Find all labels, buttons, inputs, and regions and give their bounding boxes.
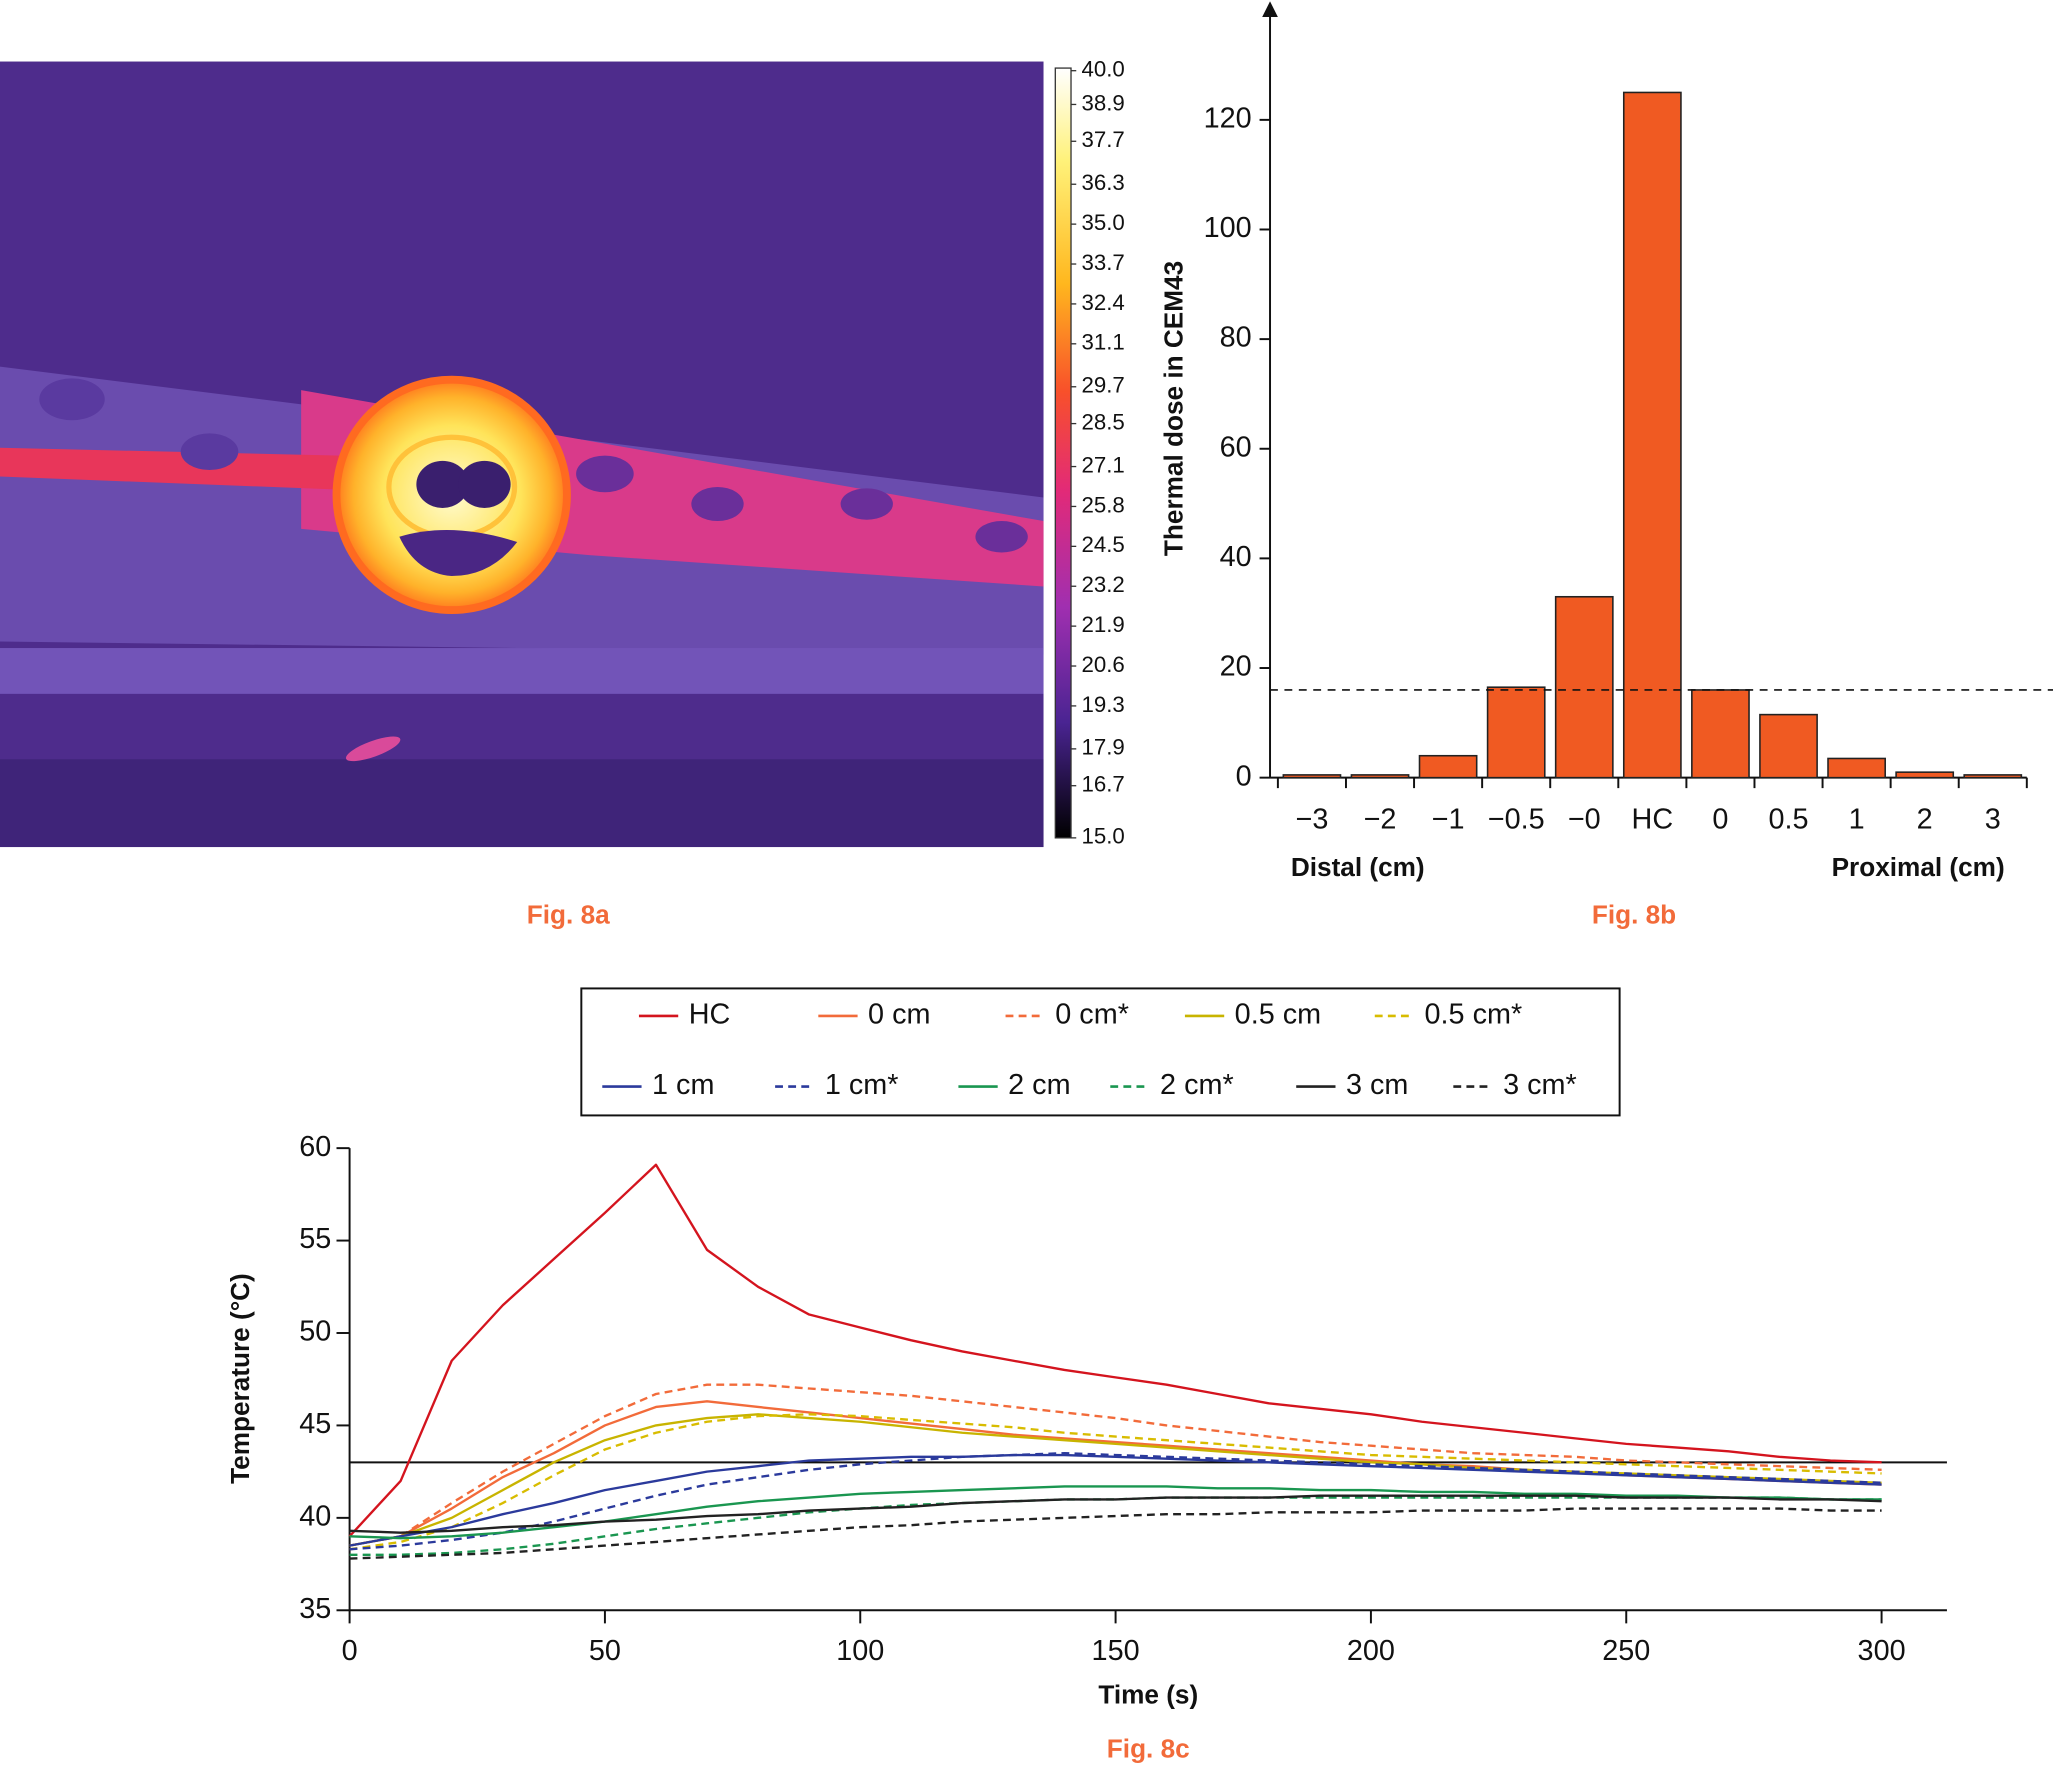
thermal-image [0, 61, 1044, 848]
y-tick-label: 50 [299, 1316, 331, 1348]
x-tick-label: 100 [836, 1635, 884, 1667]
colorbar-tick-label: 36.3 [1081, 170, 1124, 195]
legend-box [580, 987, 1621, 1117]
x-tick-label: −3 [1296, 803, 1329, 835]
x-tick-label: −0.5 [1488, 803, 1545, 835]
bar [1691, 689, 1750, 779]
colorbar-tick-label: 19.3 [1081, 692, 1124, 717]
bar [1350, 774, 1410, 779]
series-line [349, 1452, 1882, 1551]
x-tick-label: 300 [1858, 1635, 1906, 1667]
legend-label: 2 cm* [1160, 1069, 1234, 1101]
x-tick-label: 1 [1849, 803, 1865, 835]
legend-label: 1 cm [652, 1069, 714, 1101]
x-tick-label: 250 [1602, 1635, 1650, 1667]
x-tick-label: 50 [589, 1635, 621, 1667]
y-tick-label: 100 [1204, 212, 1252, 244]
bar [1895, 771, 1955, 779]
colorbar-tick-label: 25.8 [1081, 492, 1124, 517]
y-tick-label: 0 [1236, 760, 1252, 792]
x-tick-label: 3 [1985, 803, 2001, 835]
caption: Fig. 8b [1592, 899, 1676, 929]
y-tick-label: 40 [299, 1500, 331, 1532]
fig-8a: 40.0 38.9 37.7 36.3 35.0 33.7 32.4 31.1 29.7 28.5… [527, 57, 1125, 930]
bar [1486, 686, 1546, 779]
x-note-right: Proximal (cm) [1832, 852, 2005, 882]
caption: Fig. 8c [1107, 1733, 1190, 1763]
colorbar-tick-label: 27.1 [1081, 452, 1124, 477]
y-tick-label: 20 [1220, 651, 1252, 683]
x-tick-label: −0 [1568, 803, 1601, 835]
x-tick-label: 150 [1092, 1635, 1140, 1667]
legend-label: 1 cm* [825, 1069, 899, 1101]
series-line [349, 1496, 1882, 1556]
y-axis-title: Temperature (°C) [225, 1273, 255, 1484]
x-tick-label: 2 [1917, 803, 1933, 835]
y-tick-label: 80 [1220, 322, 1252, 354]
legend-label: 2 cm [1008, 1069, 1070, 1101]
legend-label: 3 cm* [1503, 1069, 1577, 1101]
y-tick-label: 60 [1220, 431, 1252, 463]
fig-8b: 0 20 40 60 80 100 120 −3 −2 −1 −0.5 −0 HC 0 0.5 1 2 3 Ther… [1159, 1, 2053, 929]
series-line [349, 1413, 1882, 1551]
bar [1418, 754, 1478, 779]
series-line [349, 1485, 1882, 1540]
legend-label: 0 cm [868, 999, 930, 1031]
caption: Fig. 8a [527, 899, 610, 929]
series-line [349, 1494, 1882, 1534]
bar [1554, 595, 1614, 779]
legend-label: 0.5 cm [1235, 999, 1321, 1031]
y-tick-label: 40 [1220, 541, 1252, 573]
colorbar-tick-label: 31.1 [1081, 330, 1124, 355]
legend-label: 0 cm* [1055, 999, 1129, 1031]
colorbar-tick-label: 23.2 [1081, 572, 1124, 597]
colorbar-tick-label: 38.9 [1081, 90, 1124, 115]
legend-label: 0.5 cm* [1425, 999, 1523, 1031]
series-line [349, 1507, 1882, 1560]
series-line [349, 1413, 1882, 1547]
fig-8c: 35 40 45 50 55 60 0 50 100 150 200 250 300 HC 0 cm 0 cm… [225, 987, 1947, 1763]
colorbar-tick-label: 24.5 [1081, 532, 1124, 557]
bar [1827, 757, 1886, 779]
legend-label: 3 cm [1346, 1069, 1408, 1101]
colorbar-tick-label: 33.7 [1081, 250, 1124, 275]
colorbar-tick-label: 15.0 [1081, 824, 1124, 849]
x-axis-title: Time (s) [1098, 1680, 1198, 1710]
series-line [348, 1163, 1882, 1538]
colorbar-tick-label: 21.9 [1081, 612, 1124, 637]
x-note-left: Distal (cm) [1291, 852, 1425, 882]
colorbar [1054, 67, 1072, 839]
colorbar-tick-label: 32.4 [1081, 290, 1124, 315]
x-tick-label: −1 [1432, 803, 1465, 835]
colorbar-tick-label: 37.7 [1081, 127, 1124, 152]
colorbar-tick-label: 17.9 [1081, 735, 1124, 760]
legend-label: HC [689, 999, 731, 1031]
series-line [349, 1453, 1882, 1547]
x-tick-label: HC [1632, 803, 1674, 835]
y-axis-title: Thermal dose in CEM43 [1159, 261, 1189, 556]
bar [1282, 774, 1342, 779]
colorbar-tick-label: 28.5 [1081, 409, 1124, 434]
colorbar-tick-label: 20.6 [1081, 652, 1124, 677]
x-tick-label: −2 [1364, 803, 1397, 835]
x-tick-label: 200 [1347, 1635, 1395, 1667]
colorbar-tick-label: 40.0 [1081, 57, 1124, 82]
series-line [349, 1383, 1882, 1547]
x-tick-label: 0 [1712, 803, 1728, 835]
colorbar-tick-label: 16.7 [1081, 772, 1124, 797]
colorbar-tick-label: 29.7 [1081, 373, 1124, 398]
bar [1759, 713, 1818, 779]
y-tick-label: 55 [299, 1223, 331, 1255]
bar [1963, 774, 2023, 779]
y-tick-label: 35 [299, 1593, 331, 1625]
y-tick-label: 120 [1204, 102, 1252, 134]
y-tick-label: 60 [299, 1131, 331, 1163]
colorbar-tick-label: 35.0 [1081, 210, 1124, 235]
x-tick-label: 0 [342, 1635, 358, 1667]
x-tick-label: 0.5 [1768, 803, 1808, 835]
y-tick-label: 45 [299, 1408, 331, 1440]
bar [1622, 91, 1682, 779]
